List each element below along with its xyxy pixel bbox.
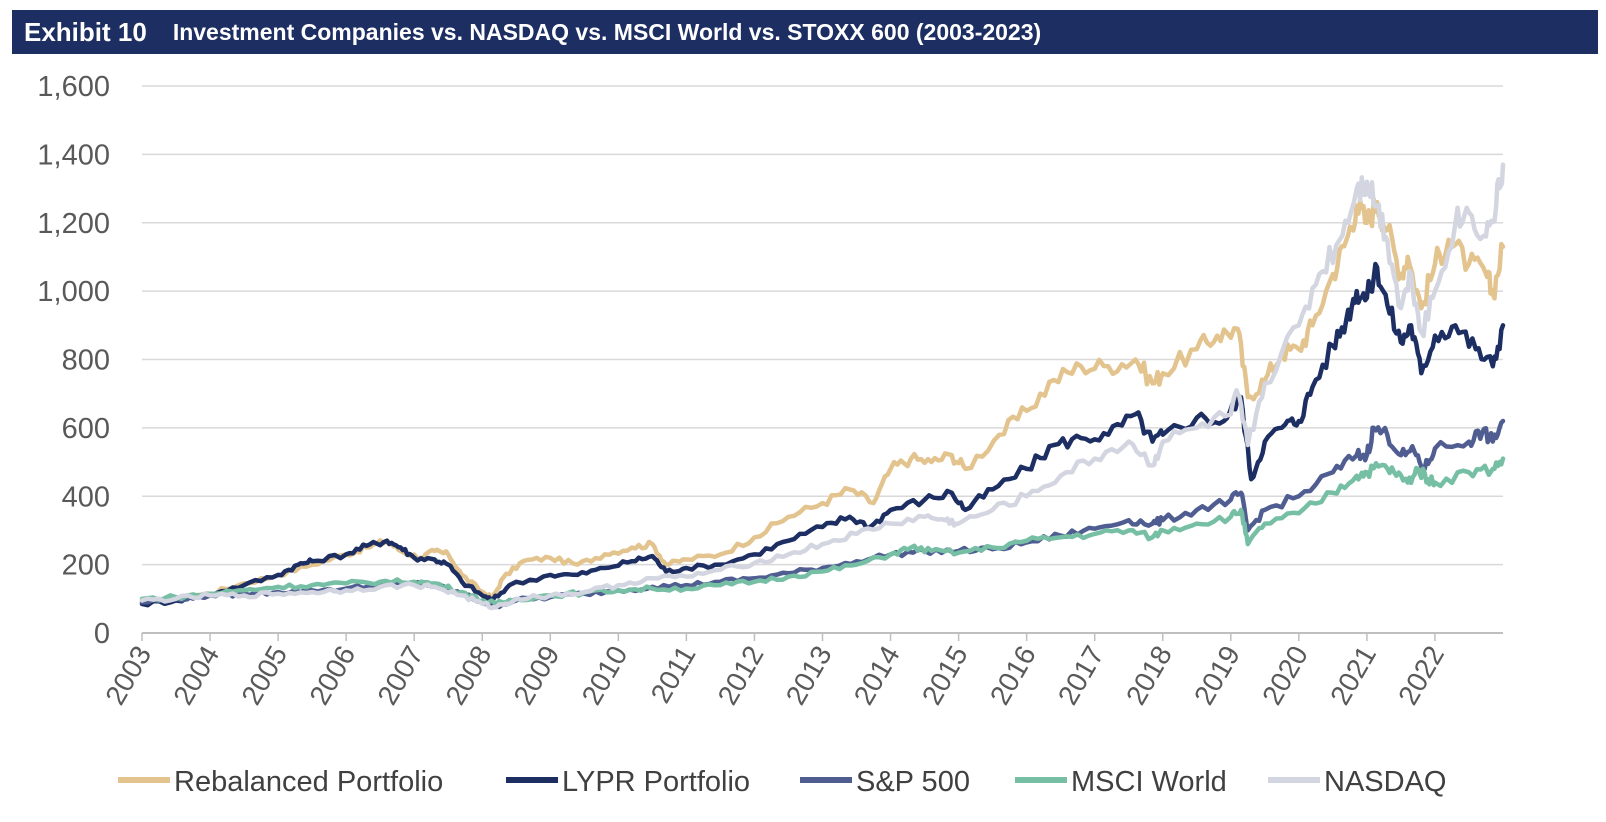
y-tick-label: 400: [62, 481, 110, 513]
y-axis: 0 200 400 600 800 1,000 1,200 1,400 1,600: [37, 71, 110, 650]
y-tick-label: 1,000: [37, 276, 110, 308]
y-tick-label: 0: [94, 618, 110, 650]
x-tick-label: 2022: [1392, 641, 1450, 710]
x-tick-label: 2006: [303, 641, 361, 710]
x-tick-label: 2017: [1052, 641, 1110, 710]
y-tick-label: 800: [62, 345, 110, 377]
x-tick-label: 2014: [848, 641, 906, 710]
legend-label: Rebalanced Portfolio: [174, 766, 443, 798]
chart-title: Investment Companies vs. NASDAQ vs. MSCI…: [172, 18, 1042, 45]
legend: Rebalanced Portfolio LYPR Portfolio S&P 50…: [118, 766, 1446, 798]
y-tick-label: 200: [62, 550, 110, 582]
x-tick-label: 2011: [645, 641, 702, 709]
x-tick-label: 2019: [1188, 641, 1246, 710]
series-line-rebalanced-portfolio: [139, 196, 1506, 604]
y-tick-label: 1,400: [37, 139, 110, 171]
x-tick-label: 2018: [1120, 641, 1178, 710]
legend-label: NASDAQ: [1324, 766, 1446, 798]
series-line-nasdaq: [139, 162, 1506, 611]
series-lines: [139, 162, 1506, 611]
legend-label: LYPR Portfolio: [562, 766, 750, 798]
y-tick-label: 600: [62, 413, 110, 445]
series-line-msci-world: [139, 456, 1506, 607]
exhibit-header: Exhibit 10 Investment Companies vs. NASD…: [12, 10, 1598, 54]
x-tick-label: 2010: [576, 641, 634, 710]
y-tick-label: 1,600: [37, 71, 110, 103]
legend-label: MSCI World: [1071, 766, 1227, 798]
x-tick-label: 2015: [916, 641, 974, 710]
x-tick-label: 2003: [99, 641, 157, 710]
gridlines: [142, 85, 1503, 634]
x-axis: 2003 2004 2005 2006 2007 2008 2009 2010 2011 2012…: [99, 633, 1450, 710]
x-tick-label: 2012: [712, 641, 770, 710]
y-tick-label: 1,200: [37, 208, 110, 240]
x-tick-label: 2013: [780, 641, 838, 710]
legend-label: S&P 500: [856, 766, 970, 798]
x-tick-label: 2008: [439, 641, 497, 710]
x-tick-label: 2007: [371, 641, 429, 710]
x-tick-label: 2021: [1324, 641, 1382, 710]
exhibit-label: Exhibit 10: [24, 16, 147, 47]
x-tick-label: 2009: [508, 641, 566, 710]
x-tick-label: 2004: [167, 641, 225, 710]
x-tick-label: 2005: [235, 641, 293, 710]
x-tick-label: 2020: [1256, 641, 1314, 710]
x-tick-label: 2016: [984, 641, 1042, 710]
series-line-lypr-portfolio: [139, 261, 1506, 608]
